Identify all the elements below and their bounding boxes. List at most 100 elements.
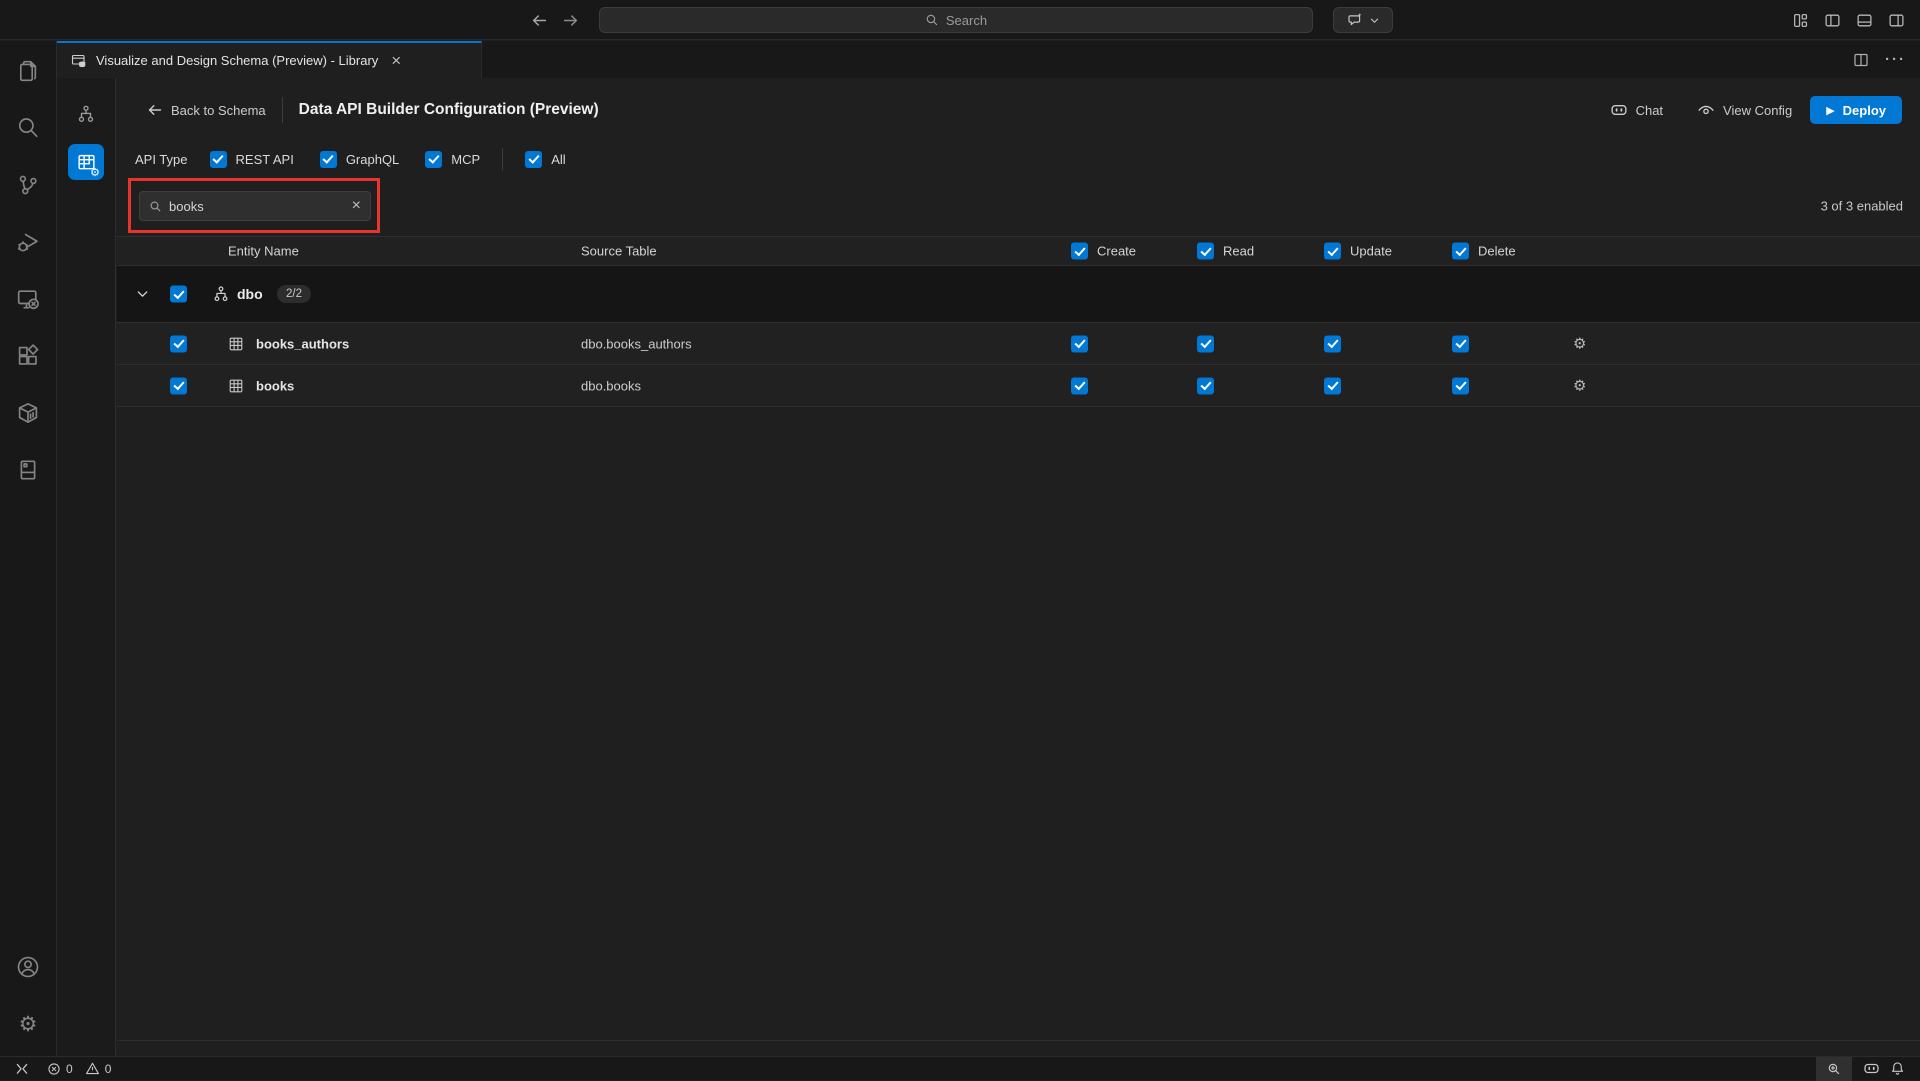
header-actions: Chat View Config ▶ Deploy: [1610, 96, 1902, 124]
update-all-checkbox-cell: Update: [1324, 242, 1392, 260]
copilot-status-icon[interactable]: [1858, 1057, 1885, 1081]
schema-diagram-view-icon[interactable]: [68, 96, 104, 132]
problems-indicator[interactable]: 0 0: [42, 1057, 116, 1081]
group-checkbox[interactable]: [170, 285, 187, 303]
all-label: All: [551, 151, 566, 167]
warning-count: 0: [104, 1061, 112, 1076]
editor-actions: ···: [1853, 41, 1906, 78]
read-all-checkbox[interactable]: [1197, 242, 1214, 260]
toggle-panel-icon[interactable]: [1856, 12, 1873, 29]
delete-all-checkbox-cell: Delete: [1452, 242, 1516, 260]
entity-settings-gear-icon[interactable]: ⚙: [1573, 376, 1587, 394]
chevron-down-icon: [1369, 15, 1380, 26]
entity-name: books: [256, 378, 295, 393]
remote-indicator[interactable]: [10, 1057, 34, 1081]
column-read: Read: [1223, 243, 1255, 259]
api-type-mcp[interactable]: MCP: [425, 150, 480, 168]
copilot-chat-toggle[interactable]: [1333, 7, 1393, 33]
api-type-graphql[interactable]: GraphQL: [319, 150, 400, 168]
account-icon[interactable]: [16, 955, 40, 979]
deploy-label: Deploy: [1842, 102, 1886, 118]
command-center-search[interactable]: Search: [599, 7, 1313, 33]
view-config-button[interactable]: View Config: [1697, 101, 1792, 119]
titlebar: Search: [0, 0, 1920, 40]
dab-config-panel: Back to Schema Data API Builder Configur…: [117, 78, 1920, 1056]
settings-gear-icon[interactable]: ⚙: [18, 1011, 38, 1036]
explorer-icon[interactable]: [16, 59, 40, 83]
chat-sparkle-icon: [1347, 12, 1363, 28]
design-schema-tab-icon: [71, 53, 87, 69]
mcp-checkbox[interactable]: [425, 150, 443, 168]
delete-checkbox[interactable]: [1452, 377, 1469, 394]
entity-row-books-authors[interactable]: books_authors dbo.books_authors ⚙: [117, 323, 1920, 365]
search-icon[interactable]: [16, 116, 40, 140]
back-arrow-icon: [147, 102, 163, 118]
back-to-schema-button[interactable]: Back to Schema: [147, 102, 266, 118]
customize-layout-icon[interactable]: [1792, 12, 1809, 29]
config-header: Back to Schema Data API Builder Configur…: [117, 78, 1920, 142]
back-to-schema-label: Back to Schema: [171, 102, 266, 118]
api-type-all[interactable]: All: [525, 150, 566, 168]
chat-label: Chat: [1635, 102, 1664, 118]
warning-icon: [85, 1061, 100, 1076]
update-checkbox[interactable]: [1324, 335, 1341, 352]
eye-icon: [1697, 101, 1715, 119]
read-checkbox[interactable]: [1197, 377, 1214, 394]
update-all-checkbox[interactable]: [1324, 242, 1341, 260]
entity-table-header: Entity Name Source Table Create Read Upd…: [117, 236, 1920, 266]
database-projects-icon[interactable]: [16, 458, 40, 482]
entity-filter-input[interactable]: [169, 198, 345, 214]
schema-group-row[interactable]: dbo 2/2: [117, 266, 1920, 323]
deploy-button[interactable]: ▶ Deploy: [1810, 96, 1902, 124]
source-control-icon[interactable]: [16, 173, 40, 197]
statusbar-right: [1816, 1056, 1920, 1081]
tab-close-icon[interactable]: ×: [391, 51, 402, 70]
source-table: dbo.books_authors: [581, 336, 692, 351]
rest-api-checkbox[interactable]: [209, 150, 227, 168]
read-checkbox[interactable]: [1197, 335, 1214, 352]
graphql-checkbox[interactable]: [319, 150, 337, 168]
create-all-checkbox[interactable]: [1071, 242, 1088, 260]
annotation-highlight: [128, 178, 380, 233]
group-name: dbo: [237, 286, 263, 302]
schema-icon: [212, 285, 230, 303]
extensions-icon[interactable]: [16, 344, 40, 368]
entity-settings-gear-icon[interactable]: ⚙: [1573, 334, 1587, 352]
update-checkbox[interactable]: [1324, 377, 1341, 394]
delete-checkbox[interactable]: [1452, 335, 1469, 352]
split-editor-icon[interactable]: [1853, 52, 1869, 68]
api-type-label: API Type: [135, 151, 188, 167]
chat-button[interactable]: Chat: [1610, 101, 1663, 119]
tab-title: Visualize and Design Schema (Preview) - …: [96, 53, 379, 68]
run-debug-icon[interactable]: [16, 230, 40, 254]
editor-area: ⚙ Back to Schema Data API Builder Config…: [57, 78, 1920, 1056]
row-checkbox[interactable]: [170, 335, 187, 352]
tab-visualize-design-schema[interactable]: Visualize and Design Schema (Preview) - …: [57, 41, 482, 78]
notifications-bell-icon[interactable]: [1885, 1057, 1910, 1081]
clear-filter-icon[interactable]: ×: [351, 197, 361, 214]
content-bottom-divider: [117, 1040, 1920, 1041]
more-actions-icon[interactable]: ···: [1885, 51, 1906, 68]
create-all-checkbox-cell: Create: [1071, 242, 1136, 260]
expand-chevron-icon[interactable]: [135, 287, 150, 302]
delete-all-checkbox[interactable]: [1452, 242, 1469, 260]
page-title: Data API Builder Configuration (Preview): [298, 101, 599, 118]
enabled-summary: 3 of 3 enabled: [1820, 198, 1903, 214]
back-arrow-icon[interactable]: [531, 12, 548, 29]
remote-explorer-icon[interactable]: [16, 287, 40, 311]
group-count-badge: 2/2: [277, 285, 311, 303]
api-type-rest[interactable]: REST API: [209, 150, 294, 168]
graphql-label: GraphQL: [345, 151, 400, 167]
create-checkbox[interactable]: [1071, 377, 1088, 394]
toggle-secondary-sidebar-icon[interactable]: [1888, 12, 1905, 29]
dab-config-view-icon[interactable]: ⚙: [68, 144, 104, 180]
entity-row-books[interactable]: books dbo.books ⚙: [117, 365, 1920, 407]
create-checkbox[interactable]: [1071, 335, 1088, 352]
copilot-icon: [1610, 101, 1628, 119]
zoom-indicator[interactable]: [1816, 1056, 1852, 1081]
all-checkbox[interactable]: [525, 150, 543, 168]
toggle-primary-sidebar-icon[interactable]: [1824, 12, 1841, 29]
row-checkbox[interactable]: [170, 377, 187, 394]
forward-arrow-icon[interactable]: [562, 12, 579, 29]
container-icon[interactable]: [16, 401, 40, 425]
